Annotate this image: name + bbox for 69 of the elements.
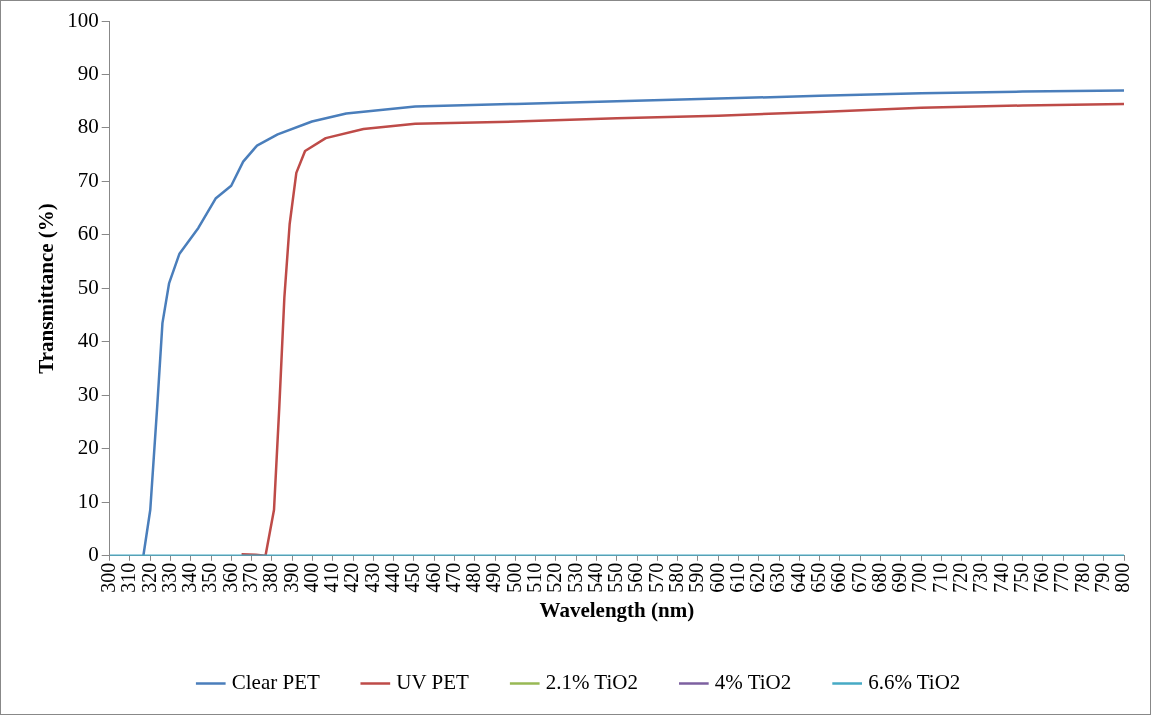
y-tick-label: 30 — [77, 381, 99, 406]
x-tick-label: 320 — [137, 562, 160, 593]
y-tick-label: 50 — [77, 274, 99, 299]
x-tick-label: 490 — [482, 562, 505, 593]
x-tick-label: 800 — [1111, 562, 1134, 593]
x-tick-label: 500 — [502, 562, 525, 593]
x-tick-label: 370 — [238, 562, 261, 593]
legend-label: Clear PET — [231, 670, 320, 695]
y-tick-label: 40 — [77, 328, 99, 353]
legend-label: 4% TiO2 — [714, 670, 792, 695]
x-tick-label: 610 — [725, 562, 748, 593]
x-tick-label: 390 — [279, 562, 302, 593]
x-tick-label: 780 — [1070, 562, 1093, 593]
x-tick-label: 330 — [157, 562, 180, 593]
x-tick-label: 640 — [786, 562, 809, 593]
x-tick-label: 790 — [1090, 562, 1113, 593]
x-tick-label: 720 — [948, 562, 971, 593]
x-tick-label: 470 — [441, 562, 464, 593]
x-tick-label: 670 — [847, 562, 870, 593]
x-tick-label: 660 — [827, 562, 850, 593]
x-tick-label: 350 — [198, 562, 221, 593]
y-tick-label: 60 — [77, 221, 99, 246]
x-axis-title: Wavelength (nm) — [539, 597, 695, 622]
y-tick-label: 100 — [67, 7, 99, 32]
x-tick-label: 540 — [583, 562, 606, 593]
x-tick-label: 440 — [380, 562, 403, 593]
y-axis-title: Transmittance (%) — [34, 203, 59, 374]
x-tick-label: 570 — [644, 562, 667, 593]
x-tick-label: 460 — [421, 562, 444, 593]
x-tick-label: 680 — [867, 562, 890, 593]
x-tick-label: 520 — [543, 562, 566, 593]
x-tick-label: 590 — [685, 562, 708, 593]
x-tick-label: 620 — [746, 562, 769, 593]
x-tick-label: 750 — [1009, 562, 1032, 593]
x-tick-label: 300 — [96, 562, 119, 593]
x-tick-label: 560 — [624, 562, 647, 593]
y-tick-label: 80 — [77, 114, 99, 139]
x-tick-label: 600 — [705, 562, 728, 593]
x-tick-label: 340 — [178, 562, 201, 593]
x-tick-label: 310 — [117, 562, 140, 593]
x-tick-label: 700 — [908, 562, 931, 593]
x-tick-label: 530 — [563, 562, 586, 593]
x-tick-label: 380 — [259, 562, 282, 593]
x-tick-label: 550 — [604, 562, 627, 593]
y-tick-label: 90 — [77, 61, 99, 85]
x-tick-label: 690 — [888, 562, 911, 593]
x-tick-label: 400 — [299, 562, 322, 593]
x-tick-label: 430 — [360, 562, 383, 593]
x-tick-label: 650 — [806, 562, 829, 593]
x-tick-label: 760 — [1030, 562, 1053, 593]
legend-label: 6.6% TiO2 — [868, 670, 961, 695]
y-tick-label: 10 — [77, 488, 99, 513]
y-tick-label: 70 — [77, 167, 99, 192]
x-tick-label: 450 — [401, 562, 424, 593]
x-tick-label: 580 — [664, 562, 687, 593]
x-tick-label: 510 — [522, 562, 545, 593]
y-tick-label: 0 — [88, 542, 99, 567]
legend-label: UV PET — [396, 670, 470, 695]
x-tick-label: 410 — [320, 562, 343, 593]
x-tick-label: 420 — [340, 562, 363, 593]
legend-label: 2.1% TiO2 — [545, 670, 638, 695]
x-tick-label: 730 — [969, 562, 992, 593]
x-tick-label: 770 — [1050, 562, 1073, 593]
x-tick-label: 480 — [462, 562, 485, 593]
x-tick-label: 740 — [989, 562, 1012, 593]
x-tick-label: 710 — [928, 562, 951, 593]
x-tick-label: 630 — [766, 562, 789, 593]
x-tick-label: 360 — [218, 562, 241, 593]
y-tick-label: 20 — [77, 435, 99, 460]
